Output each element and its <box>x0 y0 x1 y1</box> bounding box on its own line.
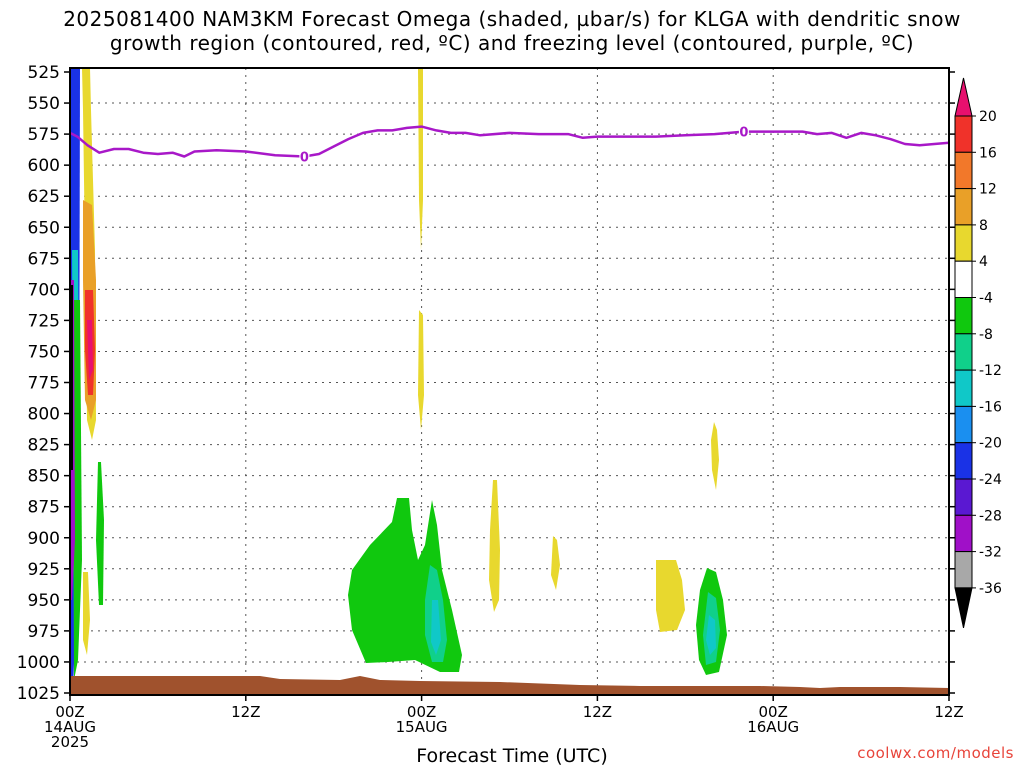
y-tick-label: 925 <box>28 560 60 580</box>
omega-region-15aug-cyan <box>431 600 441 655</box>
freezing-level-label: 0 <box>739 126 748 141</box>
colorbar-label: 12 <box>979 182 997 198</box>
colorbar-label: -24 <box>979 472 1002 488</box>
credit-text: coolwx.com/models <box>857 744 1014 762</box>
y-tick-label: 875 <box>28 498 60 518</box>
y-tick-label: 600 <box>28 156 60 176</box>
freezing-level-label: 0 <box>300 150 309 165</box>
colorbar-label: -36 <box>979 581 1002 597</box>
x-axis-title: Forecast Time (UTC) <box>416 745 608 767</box>
terrain-fill <box>70 676 949 695</box>
colorbar-label: 4 <box>979 254 988 270</box>
colorbar-segment <box>954 151 973 190</box>
y-tick-label: 550 <box>28 94 60 114</box>
colorbar-top-arrow <box>954 77 973 117</box>
colorbar-label: -4 <box>979 291 993 307</box>
colorbar-segment <box>954 224 973 262</box>
omega-region-yellow-3 <box>656 560 685 632</box>
x-tick-label: 00Z <box>759 703 788 721</box>
omega-shading <box>70 68 949 695</box>
y-tick-label: 800 <box>28 405 60 425</box>
y-tick-label: 525 <box>28 63 60 83</box>
grid-lines <box>70 68 949 695</box>
y-tick-label: 1025 <box>17 684 60 704</box>
colorbar-segment <box>954 260 973 299</box>
y-tick-label: 975 <box>28 622 60 642</box>
omega-region-left-edge-green <box>73 300 82 680</box>
colorbar-label: -32 <box>979 545 1002 561</box>
omega-region-00z15-mid-yellow <box>418 310 424 430</box>
freezing-label-bg <box>299 148 310 165</box>
x-tick-label: 12Z <box>231 703 260 721</box>
freezing-level-group: 00 <box>70 123 949 165</box>
colorbar-label: -28 <box>979 508 1002 524</box>
colorbar-segment <box>954 369 973 407</box>
x-tick-label: 00Z <box>407 703 436 721</box>
chart-title-line-1: 2025081400 NAM3KM Forecast Omega (shaded… <box>63 7 961 31</box>
omega-region-yellow-1 <box>489 480 500 612</box>
chart-title-line-2: growth region (contoured, red, ºC) and f… <box>109 31 915 55</box>
y-axis: 525 550 575 600 625 650 675 700 725 750 775 800 825 8… <box>17 63 955 704</box>
colorbar-segment <box>954 478 973 516</box>
y-tick-label: 725 <box>28 311 60 331</box>
colorbar-label: 8 <box>979 218 988 234</box>
colorbar: 20 16 12 8 4 -4 -8 -12 -16 -20 -24 -28 -32 -36 <box>954 77 1002 629</box>
y-tick-label: 650 <box>28 218 60 238</box>
x-tick-label: 12Z <box>934 703 963 721</box>
y-tick-label: 700 <box>28 280 60 300</box>
omega-region-left-green-streak <box>96 462 104 605</box>
omega-region-yellow-2 <box>551 536 560 590</box>
y-tick-label: 900 <box>28 529 60 549</box>
omega-region-yellow-4 <box>711 422 719 490</box>
colorbar-segment <box>954 442 973 480</box>
y-tick-label: 750 <box>28 342 60 362</box>
y-tick-label: 825 <box>28 436 60 456</box>
y-tick-label: 675 <box>28 249 60 269</box>
colorbar-label: -8 <box>979 327 993 343</box>
colorbar-label: -20 <box>979 436 1002 452</box>
colorbar-segment <box>954 297 973 335</box>
colorbar-bottom-arrow <box>954 587 973 629</box>
colorbar-label: -16 <box>979 399 1002 415</box>
omega-region-left-yellow-lower <box>83 572 90 655</box>
y-tick-label: 850 <box>28 467 60 487</box>
colorbar-segment <box>954 188 973 226</box>
omega-region-00z15-upper-yellow <box>418 68 423 250</box>
colorbar-label: 20 <box>979 109 997 125</box>
y-tick-label: 775 <box>28 374 60 394</box>
x-tick-label: 12Z <box>583 703 612 721</box>
y-tick-label: 625 <box>28 187 60 207</box>
x-tick-label: 2025 <box>51 733 89 751</box>
x-tick-label: 00Z <box>55 703 84 721</box>
freezing-level-line <box>70 125 949 158</box>
colorbar-segment <box>954 115 973 153</box>
x-tick-label: 16AUG <box>747 718 799 736</box>
plot-frame <box>69 67 950 696</box>
x-tick-label: 15AUG <box>396 718 448 736</box>
y-tick-label: 575 <box>28 125 60 145</box>
y-tick-label: 950 <box>28 591 60 611</box>
colorbar-segment <box>954 405 973 444</box>
colorbar-label: 16 <box>979 145 997 161</box>
colorbar-label: -12 <box>979 363 1002 379</box>
colorbar-segment <box>954 551 973 589</box>
freezing-label-bg <box>738 123 749 140</box>
colorbar-segment <box>954 514 973 553</box>
colorbar-segment <box>954 333 973 371</box>
omega-region-16aug-cyan <box>706 615 716 655</box>
omega-region-left-magenta <box>87 320 93 380</box>
y-tick-label: 1000 <box>17 653 60 673</box>
x-tick-label: 14AUG <box>44 718 96 736</box>
